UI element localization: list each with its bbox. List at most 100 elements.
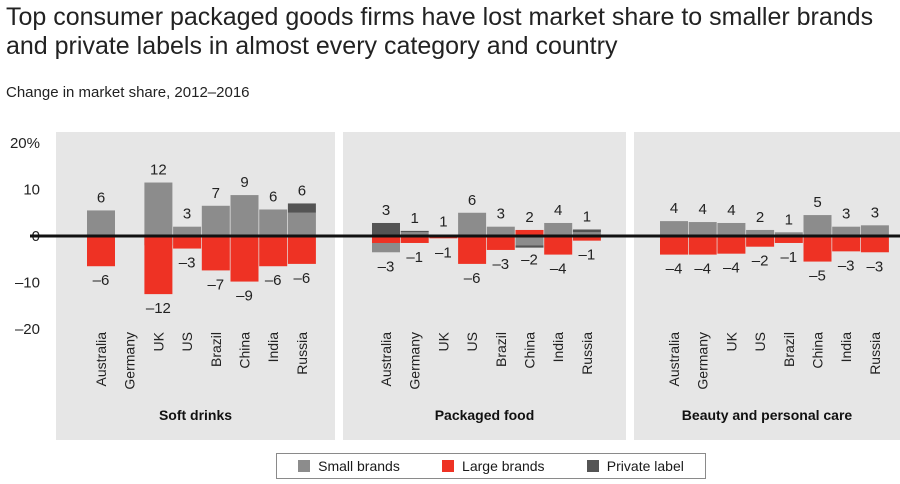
category-label-packaged-food-uk: UK bbox=[435, 331, 451, 351]
data-label-bottom-packaged-food-brazil: –3 bbox=[492, 256, 509, 273]
bar-small-brands-soft-drinks-russia bbox=[287, 212, 316, 236]
bar-large-brands-soft-drinks-australia bbox=[87, 236, 115, 267]
bar-large-brands-beauty-and-personal-care-russia bbox=[860, 236, 889, 253]
data-label-top-soft-drinks-china: 9 bbox=[240, 174, 248, 191]
data-label-top-beauty-and-personal-care-brazil: 1 bbox=[785, 211, 793, 228]
legend-item-private-label: Private label bbox=[586, 458, 684, 474]
data-label-bottom-packaged-food-india: –4 bbox=[550, 261, 567, 278]
y-tick-label-10: 10 bbox=[23, 182, 40, 199]
bar-small-brands-beauty-and-personal-care-uk bbox=[717, 222, 746, 236]
data-label-bottom-packaged-food-us: –6 bbox=[464, 270, 481, 287]
bar-small-brands-packaged-food-russia bbox=[572, 232, 601, 236]
panel-title-soft-drinks: Soft drinks bbox=[159, 407, 232, 423]
category-label-soft-drinks-uk: UK bbox=[150, 331, 166, 351]
panel-title-packaged-food: Packaged food bbox=[435, 407, 535, 423]
bar-large-brands-beauty-and-personal-care-china bbox=[803, 236, 832, 262]
bar-private-label-packaged-food-germany bbox=[400, 230, 429, 233]
bar-large-brands-beauty-and-personal-care-uk bbox=[717, 236, 746, 254]
bar-small-brands-soft-drinks-china bbox=[230, 195, 259, 236]
bar-small-brands-soft-drinks-brazil bbox=[201, 205, 230, 236]
data-label-bottom-soft-drinks-india: –6 bbox=[265, 272, 282, 289]
category-label-beauty-and-personal-care-us: US bbox=[752, 332, 768, 351]
data-label-top-packaged-food-germany: 1 bbox=[411, 210, 419, 227]
legend-item-small-brands: Small brands bbox=[298, 458, 400, 474]
bar-large-brands-soft-drinks-russia bbox=[287, 236, 316, 264]
category-label-beauty-and-personal-care-india: India bbox=[838, 332, 854, 363]
category-label-beauty-and-personal-care-australia: Australia bbox=[666, 332, 682, 387]
bar-private-label-packaged-food-australia bbox=[372, 222, 400, 236]
data-label-top-soft-drinks-brazil: 7 bbox=[212, 185, 220, 202]
data-label-bottom-soft-drinks-australia: –6 bbox=[93, 272, 110, 289]
data-label-top-beauty-and-personal-care-australia: 4 bbox=[670, 200, 678, 217]
bar-small-brands-beauty-and-personal-care-brazil bbox=[774, 232, 803, 236]
data-label-top-beauty-and-personal-care-germany: 4 bbox=[699, 201, 707, 218]
legend-label-small-brands: Small brands bbox=[318, 458, 400, 474]
category-label-soft-drinks-germany: Germany bbox=[122, 332, 138, 390]
bar-large-brands-soft-drinks-uk bbox=[144, 236, 173, 295]
category-label-packaged-food-germany: Germany bbox=[407, 332, 423, 390]
data-label-top-packaged-food-russia: 1 bbox=[583, 208, 591, 225]
bar-large-brands-soft-drinks-china bbox=[230, 236, 259, 282]
data-label-top-beauty-and-personal-care-india: 3 bbox=[842, 206, 850, 223]
bar-large-brands-beauty-and-personal-care-us bbox=[746, 236, 775, 247]
data-label-top-packaged-food-australia: 3 bbox=[382, 202, 390, 219]
bar-large-brands-beauty-and-personal-care-brazil bbox=[774, 236, 803, 243]
category-label-beauty-and-personal-care-uk: UK bbox=[723, 331, 739, 351]
panel-background-soft-drinks bbox=[56, 132, 335, 440]
data-label-bottom-packaged-food-russia: –1 bbox=[579, 247, 596, 264]
category-label-beauty-and-personal-care-china: China bbox=[810, 332, 826, 369]
bar-large-brands-soft-drinks-brazil bbox=[201, 236, 230, 271]
legend-swatch-small-brands bbox=[298, 460, 311, 472]
chart-legend: Small brands Large brands Private label bbox=[276, 453, 706, 479]
category-label-soft-drinks-brazil: Brazil bbox=[208, 332, 224, 367]
y-tick-label-20: 20% bbox=[10, 135, 40, 152]
data-label-top-packaged-food-india: 4 bbox=[554, 202, 562, 219]
data-label-bottom-soft-drinks-china: –9 bbox=[236, 288, 253, 305]
bar-large-brands-packaged-food-india bbox=[544, 236, 573, 255]
bar-large-brands-beauty-and-personal-care-australia bbox=[660, 236, 688, 255]
bar-small-brands-packaged-food-brazil bbox=[486, 226, 515, 236]
data-label-top-packaged-food-china: 2 bbox=[525, 209, 533, 226]
category-label-packaged-food-russia: Russia bbox=[579, 332, 595, 375]
bar-small-brands-beauty-and-personal-care-australia bbox=[660, 221, 688, 236]
data-label-bottom-beauty-and-personal-care-uk: –4 bbox=[723, 260, 740, 277]
chart-subtitle: Change in market share, 2012–2016 bbox=[6, 84, 250, 101]
bar-small-brands-soft-drinks-uk bbox=[144, 182, 173, 236]
data-label-top-soft-drinks-us: 3 bbox=[183, 206, 191, 223]
bar-large-brands-soft-drinks-us bbox=[173, 236, 202, 249]
data-label-top-beauty-and-personal-care-russia: 3 bbox=[871, 204, 879, 221]
data-label-bottom-beauty-and-personal-care-russia: –3 bbox=[867, 258, 884, 275]
data-label-bottom-packaged-food-germany: –1 bbox=[406, 249, 423, 266]
legend-swatch-private-label bbox=[586, 460, 599, 472]
panel-title-beauty-and-personal-care: Beauty and personal care bbox=[682, 407, 853, 423]
data-label-bottom-soft-drinks-brazil: –7 bbox=[207, 276, 224, 293]
data-label-top-soft-drinks-australia: 6 bbox=[97, 189, 105, 206]
data-label-bottom-soft-drinks-russia: –6 bbox=[294, 270, 311, 287]
bar-small-brands-beauty-and-personal-care-germany bbox=[688, 222, 717, 236]
data-label-top-beauty-and-personal-care-uk: 4 bbox=[727, 202, 735, 219]
data-label-bottom-beauty-and-personal-care-germany: –4 bbox=[694, 261, 711, 278]
category-label-soft-drinks-india: India bbox=[265, 332, 281, 363]
category-label-packaged-food-brazil: Brazil bbox=[493, 332, 509, 367]
bar-large-brands-packaged-food-us bbox=[458, 236, 487, 264]
data-label-bottom-packaged-food-china: –2 bbox=[521, 251, 538, 268]
category-label-beauty-and-personal-care-russia: Russia bbox=[867, 332, 883, 375]
chart-title: Top consumer packaged goods firms have l… bbox=[6, 3, 874, 60]
data-label-bottom-soft-drinks-us: –3 bbox=[179, 255, 196, 272]
data-label-bottom-beauty-and-personal-care-china: –5 bbox=[809, 268, 826, 285]
data-label-top-packaged-food-us: 6 bbox=[468, 192, 476, 209]
data-label-bottom-packaged-food-australia: –3 bbox=[378, 258, 395, 275]
bar-small-brands-soft-drinks-australia bbox=[87, 210, 115, 236]
panel-background-beauty-and-personal-care bbox=[634, 132, 900, 440]
bar-small-brands-beauty-and-personal-care-china bbox=[803, 215, 832, 236]
bar-large-brands-soft-drinks-india bbox=[259, 236, 288, 267]
data-label-top-packaged-food-uk: 1 bbox=[439, 214, 447, 231]
data-label-top-beauty-and-personal-care-china: 5 bbox=[813, 194, 821, 211]
data-label-top-beauty-and-personal-care-us: 2 bbox=[756, 209, 764, 226]
category-label-packaged-food-india: India bbox=[550, 332, 566, 363]
bar-private-label-soft-drinks-russia bbox=[287, 203, 316, 213]
bar-large-brands-packaged-food-russia bbox=[572, 236, 601, 241]
bar-large-brands-beauty-and-personal-care-india bbox=[832, 236, 861, 252]
legend-swatch-large-brands bbox=[442, 460, 455, 472]
